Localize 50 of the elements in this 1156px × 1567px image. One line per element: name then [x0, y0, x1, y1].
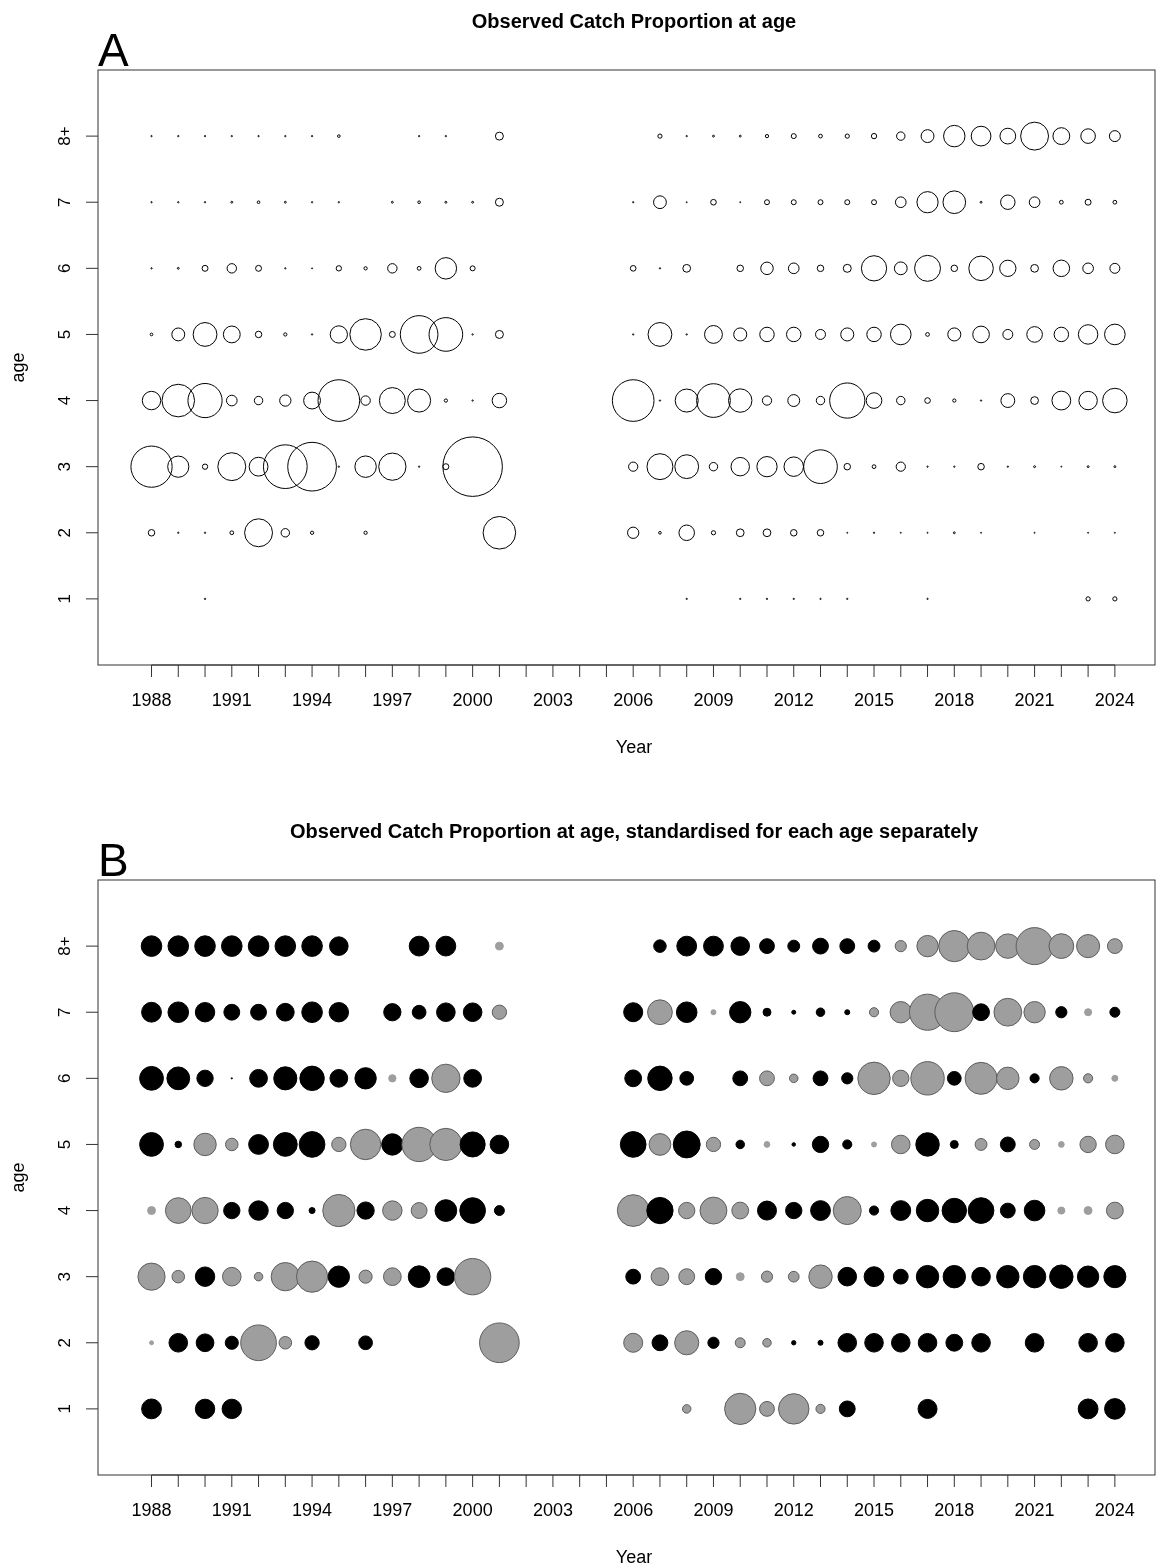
x-tick-label: 2003 [532, 1500, 573, 1520]
x-tick-label: 1988 [131, 1500, 172, 1520]
y-tick-label: 6 [55, 263, 74, 274]
chart-title: Observed Catch Proportion at age [471, 10, 797, 32]
y-tick-label: 5 [55, 1139, 74, 1150]
x-tick-label: 1988 [131, 690, 172, 710]
y-tick-label: 5 [55, 329, 74, 340]
x-tick-label: 2006 [613, 690, 654, 710]
y-axis-title: age [8, 1162, 28, 1193]
y-tick-label: 1 [55, 1404, 74, 1414]
x-tick-label: 2021 [1014, 690, 1055, 710]
y-tick-label: 4 [55, 395, 74, 406]
x-tick-label: 2012 [773, 690, 814, 710]
y-tick-label: 8+ [55, 126, 74, 146]
annotation: B [98, 834, 129, 886]
x-tick-label: 2015 [854, 690, 895, 710]
x-tick-label: 2018 [934, 1500, 975, 1520]
x-tick-label: 2000 [452, 690, 493, 710]
x-tick-label: 2009 [693, 1500, 734, 1520]
y-tick-label: 1 [55, 594, 74, 604]
y-axis-title: age [8, 352, 28, 383]
y-tick-label: 2 [55, 528, 74, 538]
x-tick-label: 2000 [452, 1500, 493, 1520]
x-tick-label: 1997 [372, 690, 413, 710]
y-tick-label: 4 [55, 1205, 74, 1216]
x-axis-title: Year [615, 1547, 653, 1567]
y-tick-label: 6 [55, 1073, 74, 1084]
x-tick-label: 1994 [292, 1500, 333, 1520]
x-axis-title: Year [615, 737, 653, 757]
y-tick-label: 3 [55, 461, 74, 472]
x-tick-label: 1994 [292, 690, 333, 710]
x-tick-label: 2003 [532, 690, 573, 710]
x-tick-label: 2012 [773, 1500, 814, 1520]
x-tick-label: 1997 [372, 1500, 413, 1520]
x-tick-label: 2015 [854, 1500, 895, 1520]
y-tick-label: 8+ [55, 936, 74, 956]
x-tick-label: 2024 [1094, 690, 1135, 710]
x-tick-label: 2009 [693, 690, 734, 710]
x-tick-label: 1991 [211, 690, 252, 710]
x-tick-label: 2018 [934, 690, 975, 710]
y-tick-label: 2 [55, 1338, 74, 1348]
y-tick-label: 3 [55, 1271, 74, 1282]
y-tick-label: 7 [55, 1007, 74, 1017]
x-tick-label: 2024 [1094, 1500, 1135, 1520]
annotation: A [98, 24, 129, 76]
x-tick-label: 2021 [1014, 1500, 1055, 1520]
y-tick-label: 7 [55, 197, 74, 207]
x-tick-label: 1991 [211, 1500, 252, 1520]
x-tick-label: 2006 [613, 1500, 654, 1520]
chart-title: Observed Catch Proportion at age, standardised for each age separately [290, 820, 979, 842]
